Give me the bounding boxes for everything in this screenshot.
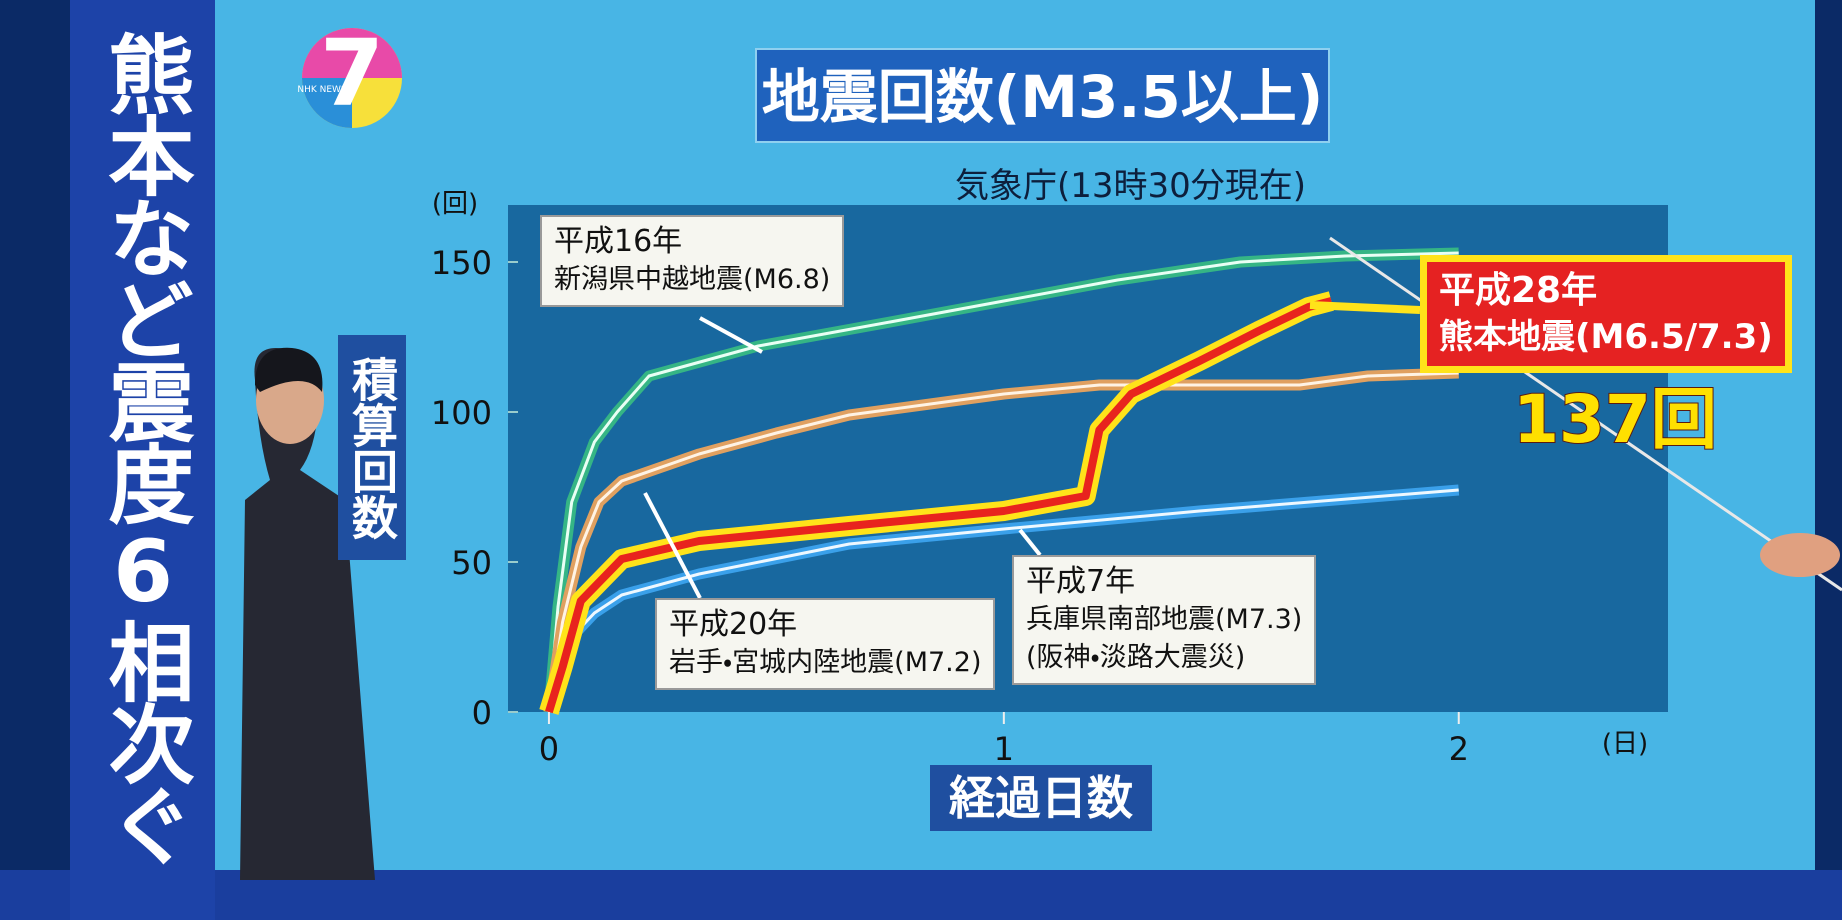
x-tick-label: 2 [1449,730,1469,768]
callout: 平成16年新潟県中越地震(M6.8) [540,215,845,307]
logo-text: NHK NEWS [297,85,347,95]
series-detail: (阪神・淡路大震災) [1026,642,1246,673]
pointer-stick [1329,236,1842,592]
callout-pointer [1018,528,1042,557]
value-label: 137回 [1513,381,1717,458]
series-name: 平成20年 [669,607,798,642]
series-name: 平成16年 [554,224,683,259]
banner-bg [70,0,215,920]
callout: 平成28年熊本地震(M6.5/7.3) [1420,255,1792,373]
callout: 平成20年岩手・宮城内陸地震(M7.2) [655,598,996,690]
y-tick-label: 50 [451,544,492,582]
series-name: 平成7年 [1026,564,1136,599]
presenter-hair [255,347,323,392]
logo-number: 7 [320,20,384,127]
series-line [547,371,1459,713]
callout-pointer [699,316,763,354]
banner: 熊本など震度6相次ぐ [93,30,193,864]
callout: 平成7年兵庫県南部地震(M7.3) (阪神・淡路大震災) [1012,555,1317,685]
x-unit: (日) [1602,729,1648,759]
series-line [545,297,1333,714]
y-tick-label: 0 [472,694,492,732]
logo-segment [302,78,352,128]
y-tick-label: 150 [431,244,492,282]
presenter-hand [1760,533,1840,577]
logo-segment [352,28,402,78]
presenter [240,348,375,880]
y-tick-label: 100 [431,394,492,432]
callout-pointer [643,492,702,599]
series-detail: 兵庫県南部地震(M7.3) [1026,604,1303,635]
callout-pointer [1309,301,1421,314]
x-tick-label: 0 [539,730,559,768]
series-detail: 岩手・宮城内陸地震(M7.2) [669,647,982,678]
chart-title: 地震回数(M3.5以上) [755,48,1330,143]
logo-segment [302,28,352,78]
x-tick-label: 1 [994,730,1014,768]
series-line [547,251,1459,713]
y-unit: (回) [432,189,478,219]
chart-subtitle: 気象庁(13時30分現在) [955,166,1307,206]
series-detail: 新潟県中越地震(M6.8) [554,264,831,295]
x-axis-label: 経過日数 [930,765,1152,831]
series-name: 平成28年 [1439,270,1598,311]
y-axis-label: 積算回数 [338,335,406,560]
series-detail: 熊本地震(M6.5/7.3) [1439,317,1773,357]
series-layer [539,247,1460,715]
